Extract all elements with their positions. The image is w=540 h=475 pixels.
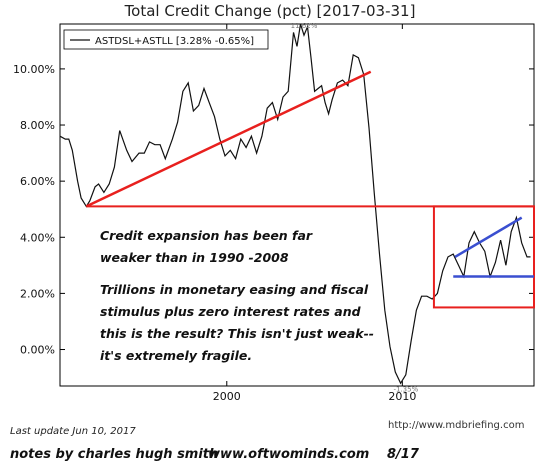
y-tick-label: 8.00% (20, 119, 55, 132)
note-date: 8/17 (387, 447, 419, 462)
annotation-text: stimulus plus zero interest rates and (100, 304, 362, 319)
data-label: -1.35% (393, 385, 418, 393)
legend-box (63, 29, 269, 50)
y-tick-label: 4.00% (20, 231, 55, 244)
series-line (59, 23, 531, 385)
x-tick-label: 2000 (213, 390, 241, 403)
annotation-text: weaker than in 1990 -2008 (100, 250, 289, 265)
source-url: http://www.mdbriefing.com (388, 420, 525, 431)
data-label: 11.62% (291, 22, 318, 30)
plot-frame (59, 23, 535, 387)
chart-title: Total Credit Change (pct) [2017-03-31] (124, 2, 416, 20)
annotation-text: this is the result? This isn't just weak… (100, 326, 374, 341)
y-tick-label: 2.00% (20, 287, 55, 300)
y-tick-label: 10.00% (13, 63, 55, 76)
x-tick-label: 2010 (388, 390, 416, 403)
author-note: notes by charles hugh smith (10, 447, 219, 462)
last-update-text: Last update Jun 10, 2017 (10, 426, 136, 437)
red-trend-line (85, 70, 372, 208)
annotation-text: Credit expansion has been far (100, 228, 313, 243)
y-tick-label: 6.00% (20, 175, 55, 188)
y-tick-label: 0.00% (20, 344, 55, 357)
legend-entry: ASTDSL+ASTLL [3.28% -0.65%] (95, 36, 254, 47)
annotation-text: it's extremely fragile. (100, 348, 252, 363)
annotation-text: Trillions in monetary easing and fiscal (100, 282, 369, 297)
site-link: www.oftwominds.com (208, 447, 370, 462)
red-highlight-box (432, 205, 535, 309)
blue-trend-line (454, 216, 523, 258)
